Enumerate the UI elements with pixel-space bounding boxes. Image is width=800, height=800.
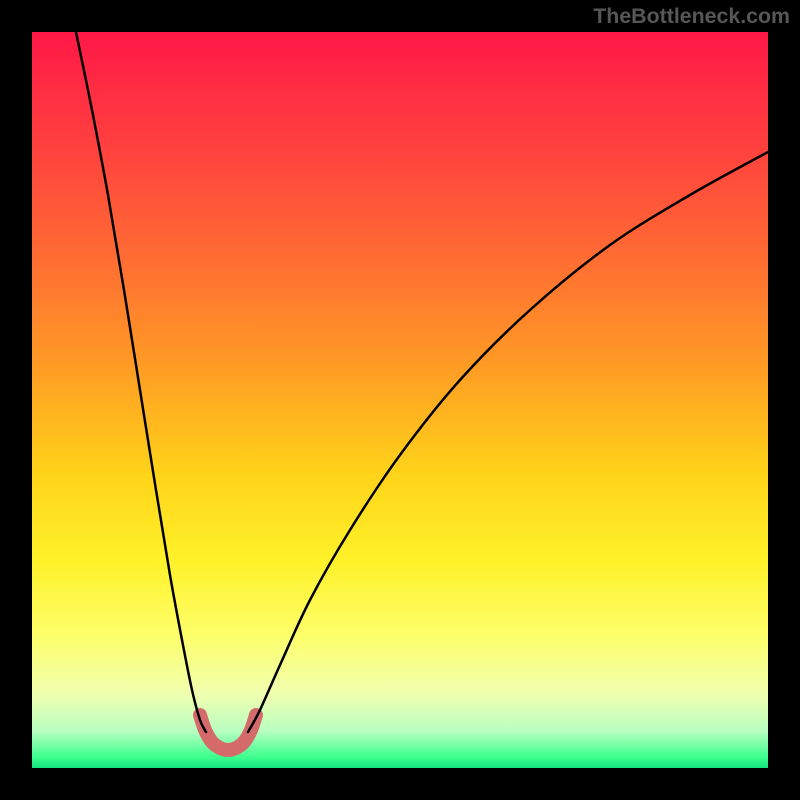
frame-left [0,0,32,800]
frame-right [768,0,800,800]
chart-container: TheBottleneck.com [0,0,800,800]
chart-svg [0,0,800,800]
frame-bottom [0,768,800,800]
frame-top [0,0,800,32]
